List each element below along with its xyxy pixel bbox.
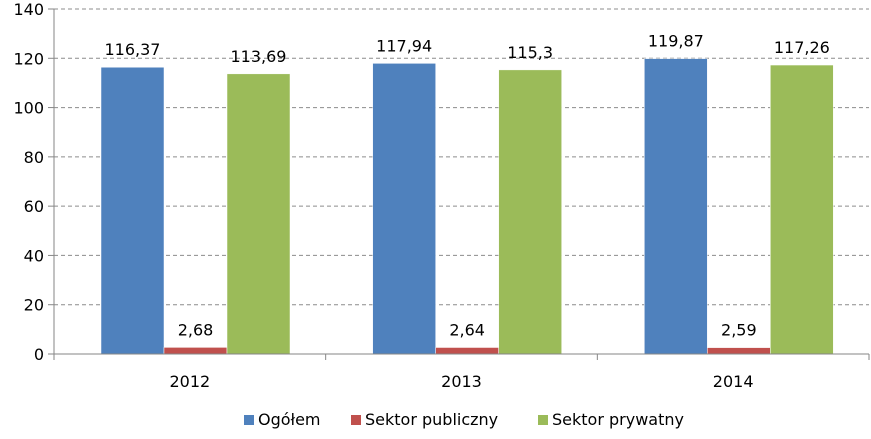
data-labels: 116,37 2,68 113,69 117,94 2,64 115,3 119,87 2,5… [105, 32, 830, 340]
bar [498, 69, 562, 355]
bar [644, 58, 708, 355]
legend-label: Sektor prywatny [552, 410, 684, 429]
bar [226, 73, 291, 355]
x-tick-label: 2014 [713, 372, 754, 391]
y-tick-label: 100 [13, 99, 44, 118]
data-label: 2,68 [178, 320, 214, 339]
y-tick-label: 140 [13, 0, 44, 19]
data-label: 2,59 [721, 321, 757, 340]
bar [770, 64, 834, 355]
legend-swatch [538, 415, 548, 425]
bar [163, 347, 228, 355]
y-tick-label: 80 [24, 148, 44, 167]
legend-swatch [244, 415, 254, 425]
legend-label: Sektor publiczny [365, 410, 498, 429]
data-label: 117,26 [774, 38, 830, 57]
y-tick-label: 40 [24, 246, 44, 265]
y-tick-label: 60 [24, 197, 44, 216]
x-tick-label: 2012 [169, 372, 210, 391]
data-label: 2,64 [449, 320, 485, 339]
legend-label: Ogółem [258, 410, 321, 429]
gridlines [54, 8, 869, 306]
bar [100, 66, 165, 355]
legend-swatch [351, 415, 361, 425]
data-label: 113,69 [231, 47, 287, 66]
data-label: 115,3 [507, 43, 553, 62]
y-tick-label: 120 [13, 49, 44, 68]
bar [707, 347, 771, 355]
data-label: 117,94 [376, 36, 432, 55]
y-tick-label: 0 [34, 345, 44, 364]
data-label: 119,87 [648, 32, 704, 51]
y-tick-label: 20 [24, 296, 44, 315]
axes: 0 20 40 60 80 100 120 140 2012 2013 2014 [13, 0, 870, 391]
bar [372, 63, 436, 355]
x-tick-label: 2013 [441, 372, 482, 391]
legend: Ogółem Sektor publiczny Sektor prywatny [244, 410, 684, 429]
data-label: 116,37 [105, 40, 161, 59]
bars [100, 58, 834, 355]
bar [435, 347, 499, 355]
